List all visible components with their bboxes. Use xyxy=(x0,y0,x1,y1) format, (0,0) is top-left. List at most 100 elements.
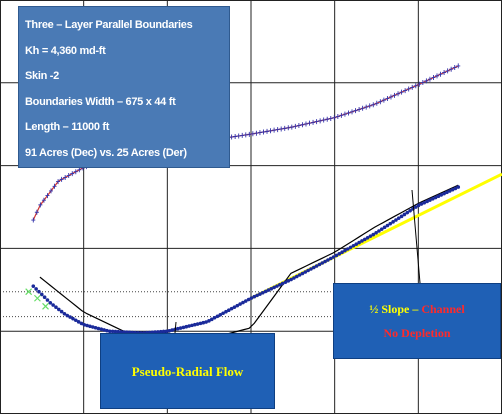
derivative-data-point xyxy=(425,199,429,204)
derivative-data-point xyxy=(430,197,435,201)
channel-label: Channel xyxy=(421,302,465,316)
derivative-data-point xyxy=(119,330,123,334)
pressure-data-point xyxy=(364,104,369,110)
derivative-data-point xyxy=(175,326,180,331)
pressure-data-point xyxy=(445,68,450,74)
derivative-data-point xyxy=(45,298,50,302)
derivative-data-point xyxy=(73,318,78,323)
derivative-data-point xyxy=(226,308,231,312)
derivative-data-point xyxy=(76,320,81,324)
derivative-data-point xyxy=(269,286,274,291)
derivative-data-point xyxy=(122,330,126,334)
derivative-data-point xyxy=(286,279,291,283)
pressure-data-point xyxy=(342,111,347,117)
derivative-data-point xyxy=(272,285,276,290)
derivative-data-point xyxy=(292,276,296,280)
half-slope-pointer xyxy=(411,189,421,284)
pressure-data-point xyxy=(410,84,415,90)
derivative-data-point xyxy=(243,299,248,303)
derivative-data-point xyxy=(96,326,101,331)
derivative-data-point xyxy=(99,327,104,332)
pressure-data-point xyxy=(357,106,362,112)
derivative-data-point xyxy=(263,289,268,294)
derivative-data-point xyxy=(62,311,67,316)
derivative-data-point xyxy=(221,311,225,316)
model-type-label: Three – Layer Parallel Boundaries xyxy=(25,19,193,31)
derivative-data-point xyxy=(249,296,254,300)
pressure-data-point xyxy=(296,123,301,129)
derivative-data-point xyxy=(37,289,41,294)
pressure-data-point xyxy=(431,75,436,81)
derivative-data-point xyxy=(218,312,223,317)
pressure-data-point xyxy=(233,133,238,139)
derivative-data-point xyxy=(229,306,234,311)
derivative-data-point xyxy=(192,322,197,327)
derivative-data-point xyxy=(360,239,364,243)
pressure-data-point xyxy=(257,130,262,136)
pressure-data-point xyxy=(52,183,57,189)
pressure-data-point xyxy=(240,132,245,138)
derivative-data-point xyxy=(102,328,106,332)
derivative-data-point xyxy=(419,202,424,206)
derivative-data-point xyxy=(71,316,75,321)
derivative-data-point xyxy=(323,259,327,264)
derivative-data-point xyxy=(365,235,370,240)
pressure-data-point xyxy=(353,108,358,114)
pressure-data-point xyxy=(392,92,397,98)
pressure-data-point xyxy=(293,123,298,129)
derivative-data-point xyxy=(277,283,282,287)
derivative-data-point xyxy=(113,329,118,334)
pressure-data-point xyxy=(321,117,326,123)
derivative-data-point xyxy=(93,325,98,330)
derivative-data-point xyxy=(396,216,401,220)
derivative-data-point xyxy=(82,323,87,327)
pseudo-radial-flow-label: Pseudo-Radial Flow xyxy=(131,364,244,379)
pressure-data-point xyxy=(63,174,68,180)
pressure-data-point xyxy=(388,94,393,100)
derivative-data-point xyxy=(252,294,257,299)
pressure-data-point xyxy=(300,122,305,128)
derivative-data-point xyxy=(68,315,72,319)
derivative-data-point xyxy=(195,322,200,326)
derivative-data-point xyxy=(379,227,384,231)
derivative-data-point xyxy=(320,261,325,265)
derivative-data-point xyxy=(385,223,390,228)
pressure-data-point xyxy=(399,89,404,95)
derivative-data-point xyxy=(88,324,92,329)
pressure-data-point xyxy=(314,119,319,125)
pressure-data-point xyxy=(41,197,46,203)
early-time-marker xyxy=(33,294,41,302)
derivative-data-point xyxy=(105,328,109,333)
early-time-marker xyxy=(25,288,33,296)
pressure-data-point xyxy=(254,130,259,136)
pressure-data-point xyxy=(420,80,425,86)
derivative-data-point xyxy=(402,212,407,217)
derivative-data-point xyxy=(255,293,259,298)
pressure-data-point xyxy=(350,109,355,115)
derivative-data-point xyxy=(181,325,186,330)
derivative-data-point xyxy=(394,218,398,222)
pressure-data-point xyxy=(307,120,312,126)
pressure-data-point xyxy=(286,125,291,131)
pressure-data-point xyxy=(77,167,82,173)
derivative-data-point xyxy=(450,187,455,192)
pressure-data-point xyxy=(275,127,280,133)
derivative-data-point xyxy=(334,253,339,258)
derivative-data-point xyxy=(413,205,418,209)
derivative-data-point xyxy=(340,250,344,255)
derivative-data-point xyxy=(85,323,89,328)
pressure-data-point xyxy=(339,112,344,118)
pressure-data-point xyxy=(435,73,440,79)
derivative-data-point xyxy=(362,237,367,242)
derivative-data-point xyxy=(317,262,322,267)
pressure-data-point xyxy=(34,209,39,215)
pressure-data-point xyxy=(367,103,372,109)
derivative-data-point xyxy=(354,242,359,246)
derivative-data-point xyxy=(212,316,217,320)
derivative-data-point xyxy=(442,191,446,196)
pressure-data-point xyxy=(442,70,447,76)
pressure-data-point xyxy=(236,133,241,139)
pressure-data-point xyxy=(406,86,411,92)
derivative-data-point xyxy=(59,309,64,314)
early-time-marker xyxy=(42,302,49,310)
